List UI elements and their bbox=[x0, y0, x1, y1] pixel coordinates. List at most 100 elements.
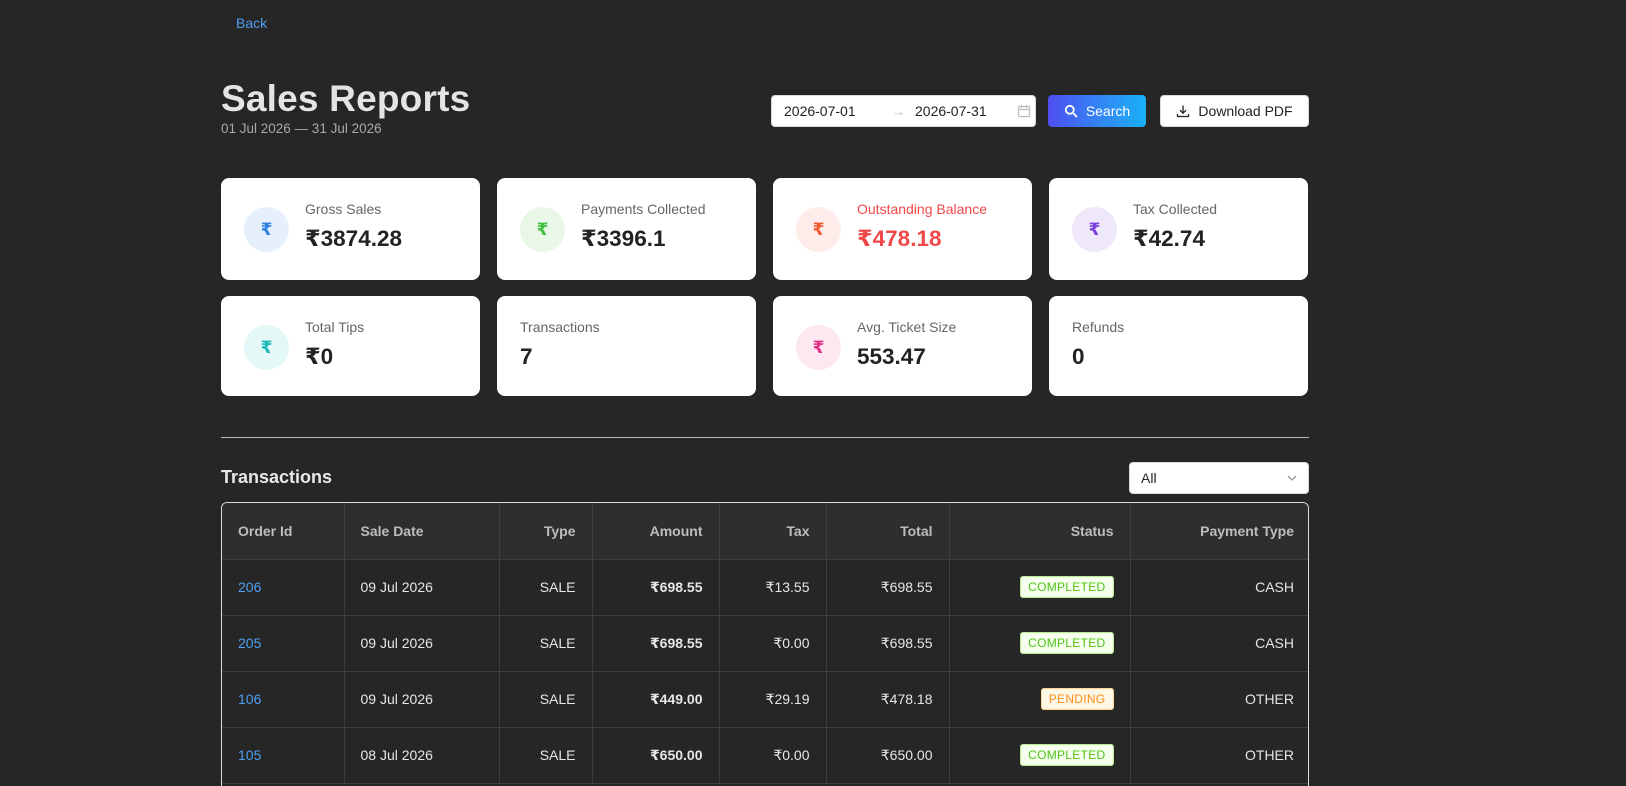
summary-card: ₹ Payments Collected ₹3396.1 bbox=[497, 178, 756, 280]
total-cell: ₹478.18 bbox=[826, 671, 950, 728]
column-header-tax[interactable]: Tax bbox=[719, 503, 827, 560]
column-header-type[interactable]: Type bbox=[499, 503, 593, 560]
rupee-icon: ₹ bbox=[244, 325, 289, 370]
payment-type-cell: OTHER bbox=[1130, 671, 1308, 728]
column-header-amount[interactable]: Amount bbox=[592, 503, 720, 560]
summary-card-value: ₹478.18 bbox=[857, 226, 942, 251]
summary-card: ₹ Tax Collected ₹42.74 bbox=[1049, 178, 1308, 280]
status-badge: COMPLETED bbox=[1020, 744, 1114, 766]
table-header-row: Order Id Sale Date Type Amount Tax Total… bbox=[222, 503, 1308, 560]
summary-card: ₹ Outstanding Balance ₹478.18 bbox=[773, 178, 1032, 280]
summary-card-label: Gross Sales bbox=[305, 201, 382, 217]
sale-date-cell: 09 Jul 2026 bbox=[344, 615, 500, 672]
date-range-subtitle: 01 Jul 2026 — 31 Jul 2026 bbox=[221, 121, 382, 136]
start-date-input[interactable]: 2026-07-01 bbox=[784, 103, 856, 119]
download-icon bbox=[1176, 104, 1190, 118]
summary-card-label: Refunds bbox=[1072, 319, 1125, 335]
order-id-link[interactable]: 106 bbox=[238, 691, 262, 707]
summary-card-value: ₹3874.28 bbox=[305, 226, 402, 251]
column-header-total[interactable]: Total bbox=[826, 503, 950, 560]
payment-type-cell: CASH bbox=[1130, 559, 1308, 616]
end-date-input[interactable]: 2026-07-31 bbox=[915, 103, 987, 119]
status-badge: COMPLETED bbox=[1020, 576, 1114, 598]
column-header-payment-type[interactable]: Payment Type bbox=[1130, 503, 1308, 560]
summary-card-label: Payments Collected bbox=[581, 201, 706, 217]
column-header-sale-date[interactable]: Sale Date bbox=[344, 503, 500, 560]
summary-card-label: Avg. Ticket Size bbox=[857, 319, 957, 335]
summary-card-label: Transactions bbox=[520, 319, 600, 335]
status-filter-select[interactable]: All bbox=[1129, 462, 1309, 494]
payment-type-cell: CASH bbox=[1130, 615, 1308, 672]
date-range-picker[interactable]: 2026-07-01 → 2026-07-31 bbox=[771, 95, 1036, 127]
amount-cell: ₹698.55 bbox=[592, 559, 720, 616]
sale-date-cell: 08 Jul 2026 bbox=[344, 727, 500, 784]
search-button[interactable]: Search bbox=[1048, 95, 1146, 127]
summary-card: Transactions 7 bbox=[497, 296, 756, 396]
total-cell: ₹698.55 bbox=[826, 615, 950, 672]
transactions-table: Order Id Sale Date Type Amount Tax Total… bbox=[221, 502, 1309, 786]
status-cell: COMPLETED bbox=[949, 615, 1131, 672]
rupee-icon: ₹ bbox=[796, 325, 841, 370]
order-id-link[interactable]: 206 bbox=[238, 579, 262, 595]
summary-card-label: Total Tips bbox=[305, 319, 365, 335]
type-cell: SALE bbox=[499, 727, 593, 784]
amount-cell: ₹698.55 bbox=[592, 615, 720, 672]
summary-card-value: ₹3396.1 bbox=[581, 226, 666, 251]
amount-cell: ₹449.00 bbox=[592, 671, 720, 728]
summary-card-value: ₹42.74 bbox=[1133, 226, 1205, 251]
rupee-icon: ₹ bbox=[520, 207, 565, 252]
rupee-icon: ₹ bbox=[796, 207, 841, 252]
summary-card-label: Tax Collected bbox=[1133, 201, 1218, 217]
transactions-title: Transactions bbox=[221, 467, 333, 487]
summary-card: ₹ Avg. Ticket Size 553.47 bbox=[773, 296, 1032, 396]
total-cell: ₹650.00 bbox=[826, 727, 950, 784]
rupee-icon: ₹ bbox=[244, 207, 289, 252]
search-button-label: Search bbox=[1085, 103, 1131, 119]
summary-cards: ₹ Gross Sales ₹3874.28 ₹ Payments Collected ₹… bbox=[221, 178, 1309, 396]
amount-cell: ₹650.00 bbox=[592, 727, 720, 784]
payment-type-cell: OTHER bbox=[1130, 727, 1308, 784]
download-pdf-label: Download PDF bbox=[1198, 103, 1293, 119]
tax-cell: ₹29.19 bbox=[719, 671, 827, 728]
status-cell: COMPLETED bbox=[949, 559, 1131, 616]
back-link[interactable]: Back bbox=[236, 15, 268, 31]
type-cell: SALE bbox=[499, 615, 593, 672]
order-id-link[interactable]: 205 bbox=[238, 635, 262, 651]
type-cell: SALE bbox=[499, 671, 593, 728]
calendar-icon bbox=[1017, 104, 1031, 118]
tax-cell: ₹13.55 bbox=[719, 559, 827, 616]
section-divider bbox=[221, 437, 1309, 438]
table-row: 206 09 Jul 2026 SALE ₹698.55 ₹13.55 ₹698.55 CO… bbox=[222, 559, 1308, 616]
rupee-icon: ₹ bbox=[1072, 207, 1117, 252]
status-filter-value: All bbox=[1141, 470, 1157, 486]
page-title: Sales Reports bbox=[221, 78, 471, 119]
column-header-status[interactable]: Status bbox=[949, 503, 1131, 560]
summary-card: Refunds 0 bbox=[1049, 296, 1308, 396]
tax-cell: ₹0.00 bbox=[719, 727, 827, 784]
table-row: 105 08 Jul 2026 SALE ₹650.00 ₹0.00 ₹650.00 COM… bbox=[222, 727, 1308, 784]
sale-date-cell: 09 Jul 2026 bbox=[344, 671, 500, 728]
arrow-right-icon: → bbox=[892, 103, 905, 119]
status-badge: COMPLETED bbox=[1020, 632, 1114, 654]
summary-card-value: 7 bbox=[520, 344, 533, 369]
summary-card-value: ₹0 bbox=[305, 344, 334, 369]
summary-card: ₹ Gross Sales ₹3874.28 bbox=[221, 178, 480, 280]
tax-cell: ₹0.00 bbox=[719, 615, 827, 672]
summary-card-value: 553.47 bbox=[857, 344, 926, 369]
status-cell: PENDING bbox=[949, 671, 1131, 728]
total-cell: ₹698.55 bbox=[826, 559, 950, 616]
type-cell: SALE bbox=[499, 559, 593, 616]
download-pdf-button[interactable]: Download PDF bbox=[1160, 95, 1309, 127]
status-badge: PENDING bbox=[1040, 688, 1114, 710]
table-row: 205 09 Jul 2026 SALE ₹698.55 ₹0.00 ₹698.55 COM… bbox=[222, 615, 1308, 672]
order-id-link[interactable]: 105 bbox=[238, 747, 262, 763]
column-header-order-id[interactable]: Order Id bbox=[222, 503, 345, 560]
status-cell: COMPLETED bbox=[949, 727, 1131, 784]
report-header: Sales Reports 01 Jul 2026 — 31 Jul 2026 … bbox=[221, 78, 1309, 138]
chevron-down-icon bbox=[1286, 472, 1298, 484]
table-row: 106 09 Jul 2026 SALE ₹449.00 ₹29.19 ₹478.18 PE… bbox=[222, 671, 1308, 728]
summary-card: ₹ Total Tips ₹0 bbox=[221, 296, 480, 396]
summary-card-label: Outstanding Balance bbox=[857, 201, 987, 217]
search-icon bbox=[1064, 104, 1078, 118]
